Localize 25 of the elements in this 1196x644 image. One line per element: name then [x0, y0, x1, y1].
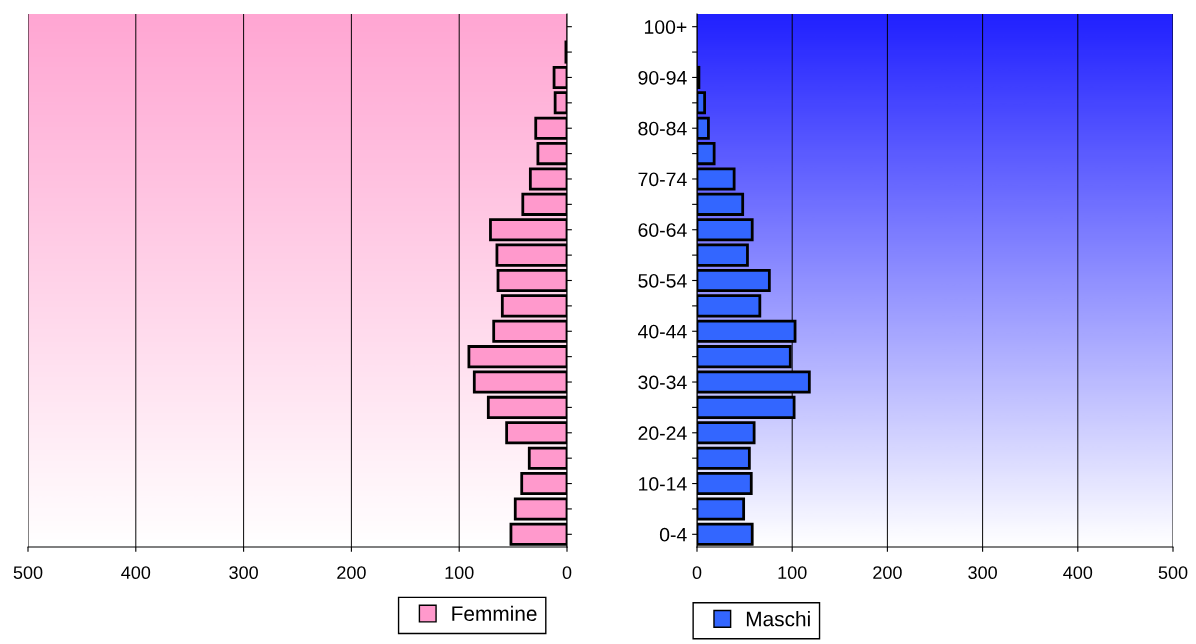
x-tick-label: 400 [121, 566, 151, 580]
x-tick-label: 200 [337, 566, 366, 580]
y-tick-label: 80-84 [638, 121, 687, 136]
y-tick-label: 40-44 [638, 324, 687, 339]
y-tick-label: 30-34 [638, 375, 687, 390]
x-tick-label: 100 [778, 566, 807, 580]
y-tick-label: 100+ [644, 20, 687, 34]
x-tick-label: 500 [13, 566, 43, 580]
x-tick-label: 300 [229, 566, 258, 580]
y-tick-label: 10-14 [639, 477, 687, 491]
y-tick-label: 0-4 [659, 527, 687, 542]
legend-label: Maschi [746, 611, 810, 627]
y-tick-label: 60-64 [638, 223, 687, 237]
y-tick-label: 20-24 [638, 426, 687, 441]
x-tick-label: 400 [1063, 566, 1093, 580]
x-tick-label: 0 [562, 566, 572, 580]
legend-label: Femmine [452, 605, 537, 622]
y-tick-label: 50-54 [638, 273, 687, 288]
x-tick-label: 100 [445, 566, 474, 580]
x-tick-label: 300 [968, 566, 997, 580]
y-tick-label: 70-74 [638, 172, 687, 187]
y-tick-label: 90-94 [638, 70, 687, 85]
x-tick-label: 500 [1158, 566, 1188, 580]
x-tick-label: 0 [692, 566, 702, 580]
x-tick-label: 200 [873, 566, 902, 580]
